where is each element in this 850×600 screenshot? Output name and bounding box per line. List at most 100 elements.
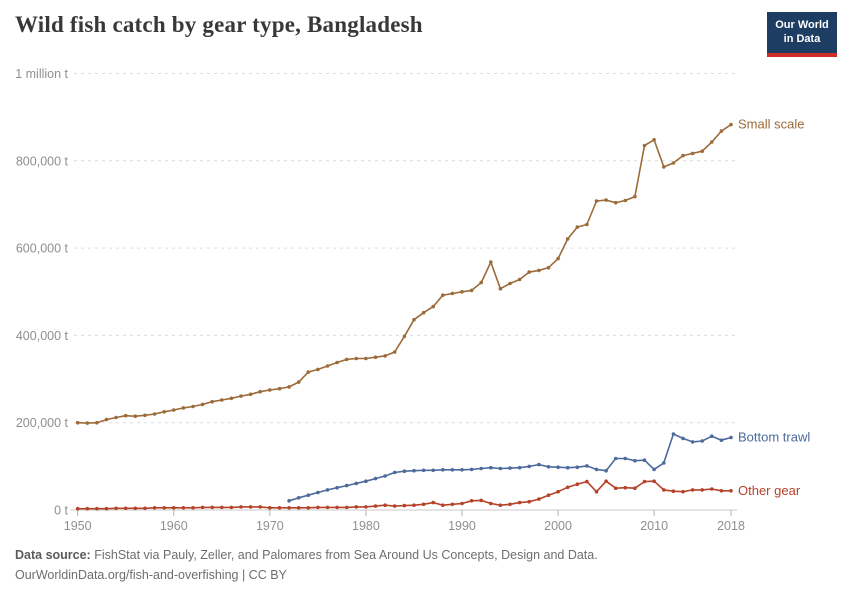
series-point-other-gear [431, 500, 436, 505]
series-point-other-gear [277, 506, 282, 510]
series-point-small-scale [498, 286, 503, 291]
series-point-small-scale [229, 396, 234, 401]
series-point-other-gear [325, 505, 330, 510]
series-point-small-scale [585, 222, 589, 227]
series-point-small-scale [85, 421, 90, 425]
series-point-small-scale [421, 310, 426, 315]
x-axis-tick-label: 2000 [544, 519, 572, 533]
series-point-other-gear [594, 489, 599, 494]
series-point-other-gear [383, 503, 387, 508]
series-point-bottom-trawl [364, 479, 368, 484]
x-axis-tick-label: 1960 [160, 519, 188, 533]
series-point-bottom-trawl [604, 468, 608, 473]
series-point-small-scale [344, 357, 349, 362]
series-point-other-gear [690, 488, 695, 492]
series-point-other-gear [364, 505, 368, 509]
data-source-label: Data source: [15, 547, 91, 562]
x-axis-tick-label: 2018 [717, 519, 745, 533]
series-point-bottom-trawl [344, 483, 349, 488]
series-point-small-scale [441, 293, 445, 298]
series-point-bottom-trawl [662, 461, 666, 465]
series-point-small-scale [613, 200, 618, 205]
series-label-other-gear[interactable]: Other gear [738, 483, 801, 498]
series-point-small-scale [431, 304, 436, 309]
series-point-other-gear [306, 506, 311, 510]
y-axis-tick-label: 400,000 t [16, 329, 69, 343]
series-point-other-gear [220, 505, 224, 510]
series-point-bottom-trawl [335, 485, 339, 490]
series-point-small-scale [162, 410, 166, 414]
x-axis-tick-label: 1950 [64, 519, 92, 533]
series-point-other-gear [719, 489, 724, 493]
series-point-small-scale [642, 143, 647, 148]
series-point-small-scale [489, 260, 493, 264]
series-point-small-scale [268, 388, 272, 392]
series-point-bottom-trawl [479, 466, 484, 471]
series-point-small-scale [508, 281, 512, 286]
series-point-other-gear [681, 489, 685, 494]
series-point-other-gear [335, 505, 339, 510]
series-point-small-scale [469, 288, 474, 293]
series-point-small-scale [594, 199, 599, 203]
series-point-bottom-trawl [441, 468, 445, 472]
series-point-other-gear [200, 505, 205, 510]
series-point-other-gear [162, 506, 166, 510]
series-point-other-gear [421, 502, 426, 507]
series-point-bottom-trawl [354, 481, 359, 486]
owid-logo-line2: in Data [783, 32, 821, 45]
series-point-bottom-trawl [633, 458, 637, 463]
series-point-small-scale [652, 138, 656, 142]
series-point-bottom-trawl [671, 432, 676, 436]
y-axis-tick-label: 600,000 t [16, 242, 69, 256]
series-point-other-gear [172, 506, 176, 510]
series-line-small-scale[interactable] [77, 123, 732, 424]
series-label-bottom-trawl[interactable]: Bottom trawl [738, 430, 810, 445]
series-point-other-gear [287, 506, 291, 510]
series-point-small-scale [681, 153, 685, 158]
series-point-other-gear [402, 503, 407, 508]
series-point-bottom-trawl [402, 469, 407, 474]
series-point-other-gear [450, 502, 455, 507]
series-point-small-scale [556, 256, 560, 261]
series-point-small-scale [364, 356, 368, 361]
series-point-small-scale [123, 413, 128, 418]
series-point-small-scale [575, 225, 580, 229]
series-point-small-scale [450, 291, 455, 296]
series-point-other-gear [85, 506, 90, 511]
series-point-small-scale [181, 406, 186, 410]
series-label-small-scale[interactable]: Small scale [738, 117, 804, 132]
series-point-small-scale [479, 280, 484, 285]
series-point-small-scale [527, 270, 531, 274]
series-point-small-scale [200, 402, 205, 407]
series-point-small-scale [354, 356, 359, 361]
series-point-bottom-trawl [296, 496, 301, 500]
series-point-small-scale [239, 394, 243, 398]
series-point-bottom-trawl [421, 468, 426, 473]
series-point-other-gear [143, 506, 147, 511]
series-point-bottom-trawl [681, 436, 685, 441]
series-point-small-scale [719, 129, 724, 133]
series-point-other-gear [469, 499, 474, 503]
y-axis-tick-label: 200,000 t [16, 416, 69, 430]
series-point-other-gear [700, 488, 704, 492]
series-point-bottom-trawl [546, 465, 551, 469]
series-point-other-gear [671, 489, 676, 494]
series-point-bottom-trawl [498, 466, 503, 471]
series-point-other-gear [373, 504, 378, 508]
series-point-bottom-trawl [594, 467, 599, 472]
series-point-bottom-trawl [325, 488, 330, 492]
series-point-bottom-trawl [489, 465, 493, 470]
series-point-bottom-trawl [469, 467, 474, 472]
series-point-other-gear [633, 486, 637, 491]
series-point-other-gear [575, 482, 580, 487]
x-axis-tick-label: 2010 [640, 519, 668, 533]
series-point-bottom-trawl [316, 490, 320, 495]
owid-logo-line1: Our World [775, 19, 829, 31]
series-point-bottom-trawl [373, 476, 378, 481]
series-point-other-gear [239, 505, 243, 509]
series-point-other-gear [642, 479, 647, 484]
series-point-bottom-trawl [508, 466, 512, 470]
series-point-small-scale [277, 386, 282, 391]
series-point-bottom-trawl [642, 458, 647, 463]
series-point-small-scale [383, 354, 387, 358]
